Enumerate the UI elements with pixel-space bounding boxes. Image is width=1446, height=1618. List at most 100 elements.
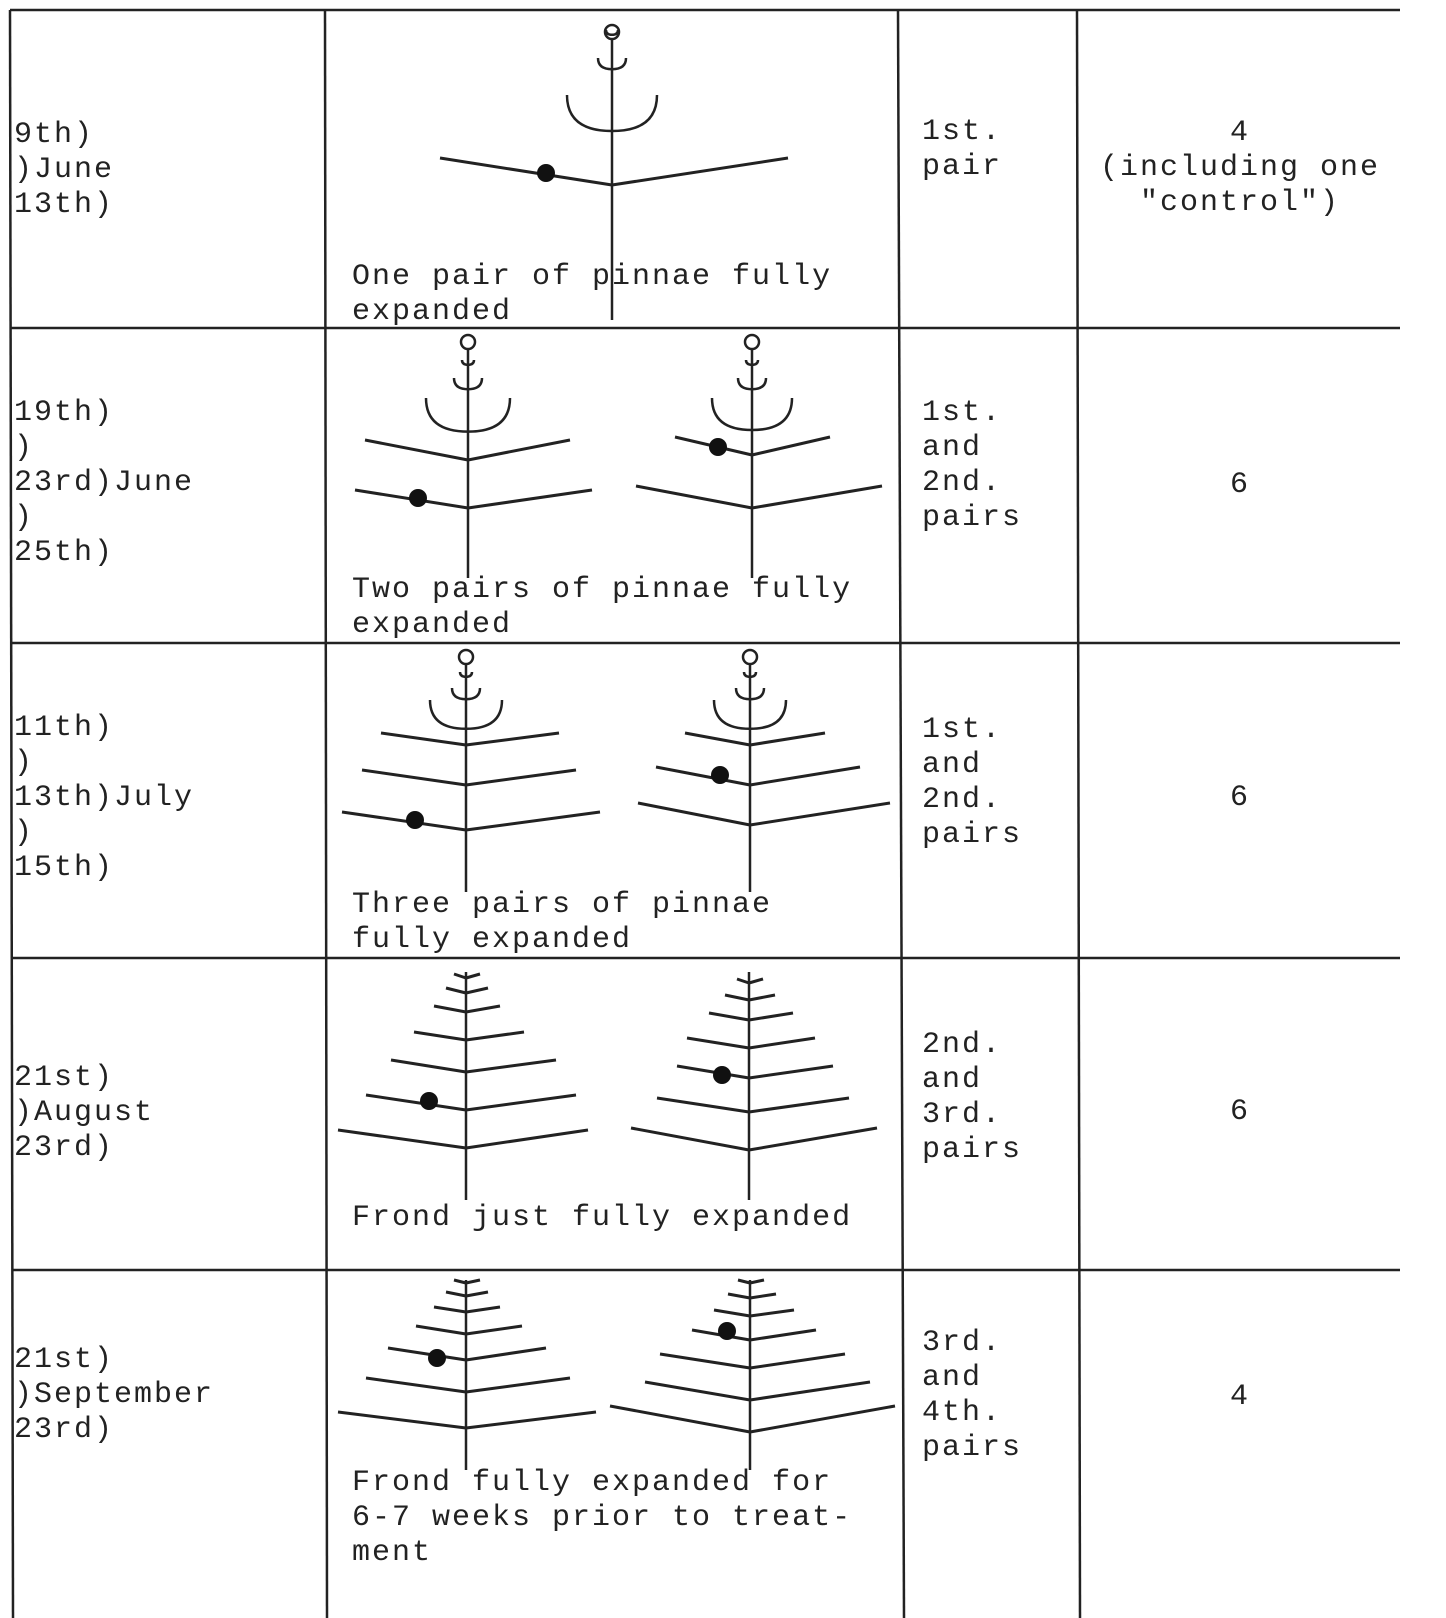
fern-sketch xyxy=(712,699,788,731)
fern-sketch xyxy=(467,488,593,510)
caption-line: One pair of pinnae fully xyxy=(352,260,833,294)
date-line: 21st) xyxy=(14,1061,115,1095)
fern-sketch xyxy=(465,1278,481,1285)
fern-sketch xyxy=(749,1404,896,1434)
fern-sketch xyxy=(748,1036,816,1050)
fern-sketch xyxy=(445,1290,467,1298)
fern-sketch xyxy=(609,1404,751,1434)
fern-sketch xyxy=(751,435,831,457)
fern-sketch xyxy=(659,1352,751,1370)
fern-sketch xyxy=(465,1290,489,1298)
fern-sketch xyxy=(458,671,474,679)
fern-sketch xyxy=(413,1030,467,1042)
fern-sketch xyxy=(452,377,484,391)
fern-sketch xyxy=(459,333,477,351)
fern-sketch xyxy=(337,1410,467,1430)
date-line: ) xyxy=(14,501,35,535)
date-line: 9th) xyxy=(14,118,95,152)
fern-sketch xyxy=(749,1308,795,1318)
date-line: )September xyxy=(14,1378,215,1412)
date-line: )August xyxy=(14,1096,155,1130)
fern-sketch xyxy=(734,687,766,701)
pinnae-pair: pairs xyxy=(922,1431,1023,1465)
fern-sketch xyxy=(457,648,475,666)
fern-sketch xyxy=(604,29,620,37)
fern-sketch xyxy=(748,993,776,1002)
plant-count: 4 xyxy=(1229,116,1251,150)
fern-sketch xyxy=(596,57,628,71)
fern-sketch xyxy=(644,1380,751,1402)
fern-sketch xyxy=(748,1096,850,1114)
pinnae-pair: 3rd. xyxy=(922,1098,1003,1132)
fern-sketch xyxy=(748,1011,794,1022)
fern-sketch xyxy=(736,377,768,391)
date-line: 13th)July xyxy=(14,781,195,815)
fern-sketch xyxy=(748,1126,878,1152)
date-line: ) xyxy=(14,431,35,465)
caption-line: fully expanded xyxy=(352,923,633,957)
fern-sketch xyxy=(748,1064,834,1080)
caption-line: 6-7 weeks prior to treat- xyxy=(352,1501,853,1535)
caption-line: Frond just fully expanded xyxy=(352,1201,853,1235)
fern-sketch xyxy=(749,1380,871,1402)
pinnae-pair: 3rd. xyxy=(922,1326,1003,1360)
fern-sketch xyxy=(684,731,751,747)
fern-sketch xyxy=(737,1278,751,1285)
fern-sketch xyxy=(439,156,613,187)
fern-sketch xyxy=(655,765,751,787)
plant-count: 4 xyxy=(1229,1380,1251,1414)
fern-sketch xyxy=(365,1093,467,1112)
fern-sketch xyxy=(749,1278,765,1285)
fern-sketch xyxy=(749,1352,846,1370)
fern-sketch xyxy=(710,397,794,432)
fern-sketch xyxy=(709,438,727,456)
plant-count: 6 xyxy=(1229,468,1251,502)
date-line: ) xyxy=(14,816,35,850)
fern-sketch xyxy=(364,438,469,462)
date-line: 23rd) xyxy=(14,1131,115,1165)
fern-sketch xyxy=(445,986,467,995)
fern-sketch xyxy=(465,1324,523,1336)
fern-sketch xyxy=(415,1324,467,1336)
fern-sketch xyxy=(450,687,482,701)
fern-sketch xyxy=(465,1410,597,1430)
fern-sketch xyxy=(465,1030,525,1042)
fern-sketch xyxy=(711,766,729,784)
fern-sketch xyxy=(537,164,555,182)
fern-sketch xyxy=(465,972,481,980)
fern-sketch xyxy=(635,484,753,510)
date-line: 15th) xyxy=(14,851,115,885)
fern-sketch xyxy=(465,1305,501,1314)
fern-sketch xyxy=(361,768,467,787)
fern-sketch xyxy=(420,1092,438,1110)
fern-sketch xyxy=(708,1011,750,1022)
fern-sketch xyxy=(749,801,891,827)
fern-sketch xyxy=(749,1328,817,1342)
pinnae-pair: 1st. xyxy=(922,115,1003,149)
fern-sketch xyxy=(467,438,571,462)
pinnae-pair: pairs xyxy=(922,501,1023,535)
fern-sketch xyxy=(365,1376,467,1394)
fern-sketch xyxy=(465,1004,501,1014)
date-line: 13th) xyxy=(14,188,115,222)
fern-sketch xyxy=(380,731,467,747)
fern-sketch xyxy=(428,1349,446,1367)
fern-sketch xyxy=(433,1305,467,1314)
pinnae-pair: pair xyxy=(922,150,1003,184)
pinnae-pair: and xyxy=(922,1063,983,1097)
fern-sketch xyxy=(460,359,476,367)
date-line: 11th) xyxy=(14,711,115,745)
date-line: 19th) xyxy=(14,396,115,430)
fern-sketch xyxy=(713,1308,751,1318)
fern-sketch xyxy=(656,1096,750,1114)
caption-line: expanded xyxy=(352,295,513,329)
fern-sketch xyxy=(465,1128,589,1150)
pinnae-pair: 1st. xyxy=(922,713,1003,747)
fern-sketch xyxy=(337,1128,467,1150)
fern-sketch xyxy=(637,801,751,827)
date-line: 23rd)June xyxy=(14,466,195,500)
fern-sketch xyxy=(749,731,826,747)
fern-sketch xyxy=(630,1126,750,1152)
